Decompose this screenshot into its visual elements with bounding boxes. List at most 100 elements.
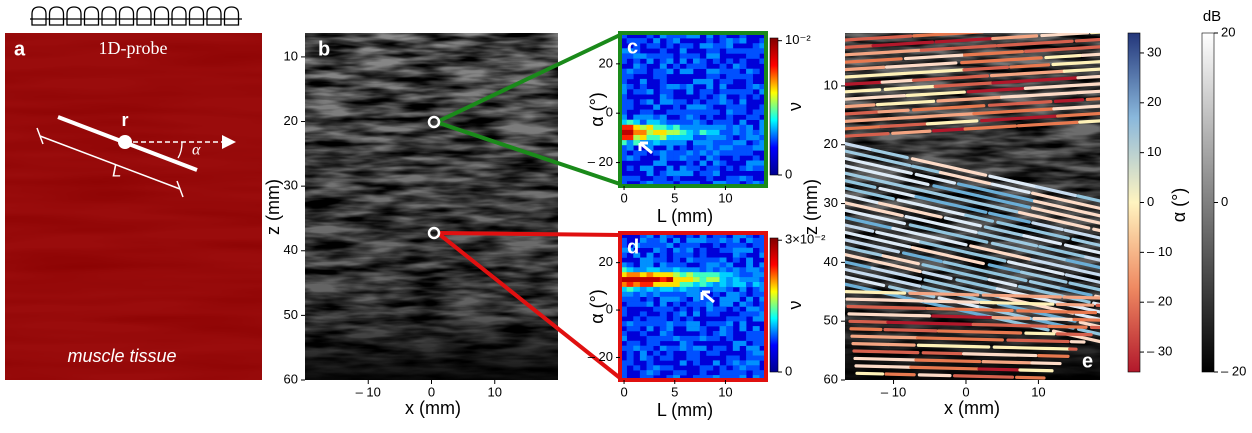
fiber bbox=[1063, 243, 1100, 255]
probe-element bbox=[48, 6, 65, 26]
heatmap-cell bbox=[693, 311, 700, 317]
heatmap-cell bbox=[626, 68, 634, 75]
fiber bbox=[883, 328, 938, 333]
heatmap-cell bbox=[693, 150, 700, 156]
colorbar bbox=[769, 237, 779, 373]
heatmap-cell bbox=[732, 89, 740, 95]
y-tick-label: 20 bbox=[599, 55, 613, 70]
y-tick-label: 0 bbox=[785, 166, 792, 181]
heatmap-cell bbox=[746, 124, 754, 131]
heatmap-cell bbox=[646, 99, 654, 105]
fiber bbox=[845, 260, 874, 270]
fiber bbox=[1016, 120, 1080, 128]
heatmap-cell bbox=[620, 267, 627, 273]
heatmap-cell bbox=[719, 262, 727, 268]
heatmap-cell bbox=[739, 73, 747, 80]
y-tick-label: 40 bbox=[284, 242, 298, 257]
heatmap-cell bbox=[706, 286, 714, 293]
heatmap-cell bbox=[712, 282, 720, 288]
heatmap-cell bbox=[726, 321, 734, 327]
heatmap-cell bbox=[726, 145, 734, 151]
y-tick-label: 20 bbox=[599, 254, 613, 269]
heatmap-cell bbox=[732, 104, 740, 110]
angle-arc bbox=[177, 141, 183, 159]
heatmap-cell bbox=[653, 160, 661, 166]
heatmap-cell bbox=[746, 360, 754, 366]
fiber bbox=[963, 124, 1018, 131]
heatmap-cell bbox=[706, 175, 714, 182]
y-tick-label: 20 bbox=[824, 136, 838, 151]
heatmap-cell bbox=[646, 237, 654, 244]
heatmap-cell bbox=[706, 257, 714, 263]
zoom-line bbox=[438, 33, 621, 123]
heatmap-cell bbox=[739, 129, 747, 136]
heatmap-cell bbox=[646, 375, 654, 381]
heatmap-cell bbox=[626, 345, 634, 351]
heatmap-cell bbox=[659, 301, 667, 307]
heatmap-cell bbox=[666, 335, 674, 342]
fiber bbox=[996, 39, 1074, 48]
y-axis-label: z (mm) bbox=[801, 179, 821, 235]
heatmap-cell bbox=[732, 272, 740, 278]
heatmap-cell bbox=[712, 360, 720, 366]
fiber bbox=[845, 103, 876, 109]
heatmap-cell bbox=[739, 282, 747, 288]
heatmap-cell bbox=[686, 114, 694, 120]
fiber bbox=[845, 65, 886, 72]
x-tick-label: 0 bbox=[620, 190, 627, 205]
heatmap-cell bbox=[633, 296, 641, 302]
fiber bbox=[914, 194, 988, 214]
panel-a: a 1D-probe r α L muscle tissue bbox=[5, 6, 262, 380]
heatmap-c bbox=[620, 33, 767, 187]
heatmap-cell bbox=[726, 247, 734, 253]
x-tick-label: 0 bbox=[620, 384, 627, 399]
heatmap-cell bbox=[679, 129, 687, 136]
heatmap-cell bbox=[732, 375, 740, 381]
heatmap-cell bbox=[699, 247, 707, 253]
heatmap-cell bbox=[686, 119, 694, 126]
heatmap-cell bbox=[726, 262, 734, 268]
heatmap-cell bbox=[626, 277, 634, 283]
tissue-texture bbox=[5, 33, 262, 380]
fiber bbox=[845, 164, 930, 187]
heatmap-cell bbox=[633, 129, 641, 136]
heatmap-cell bbox=[659, 99, 667, 105]
heatmap-cell bbox=[759, 237, 767, 244]
fiber bbox=[956, 182, 1035, 203]
fiber bbox=[983, 225, 1026, 238]
heatmap-cell bbox=[739, 109, 747, 115]
heatmap-cell bbox=[646, 277, 654, 283]
fiber bbox=[951, 44, 998, 50]
heatmap-cell bbox=[759, 89, 767, 95]
heatmap-cell bbox=[673, 291, 681, 297]
fiber bbox=[902, 184, 954, 199]
heatmap-cell bbox=[746, 272, 754, 278]
fiber bbox=[845, 223, 875, 233]
heatmap-cell bbox=[693, 291, 700, 297]
heatmap-cell bbox=[633, 340, 641, 346]
heatmap-cell bbox=[659, 252, 667, 258]
heatmap-cell bbox=[712, 160, 720, 166]
heatmap-cell bbox=[646, 170, 654, 177]
heatmap-cell bbox=[732, 277, 740, 283]
heatmap-cell bbox=[686, 252, 694, 258]
fiber bbox=[1038, 245, 1087, 259]
heatmap-cell bbox=[706, 109, 714, 115]
fiber bbox=[989, 28, 1046, 31]
bracket-end bbox=[36, 127, 44, 145]
heatmap-cell bbox=[620, 291, 627, 297]
heatmap-cell bbox=[693, 301, 700, 307]
heatmap-cell bbox=[706, 375, 714, 381]
heatmap-cell bbox=[746, 350, 754, 356]
heatmap-cell bbox=[679, 180, 687, 187]
heatmap-cell bbox=[719, 306, 727, 312]
fiber bbox=[1018, 368, 1054, 373]
heatmap-cell bbox=[659, 124, 667, 131]
fiber bbox=[870, 266, 923, 281]
fiber bbox=[875, 99, 936, 107]
y-tick-label: 3×10⁻² bbox=[785, 232, 826, 247]
heatmap-cell bbox=[666, 242, 674, 248]
heatmap-cell bbox=[659, 114, 667, 120]
pointer-arrow bbox=[638, 141, 653, 155]
fiber bbox=[845, 267, 922, 288]
